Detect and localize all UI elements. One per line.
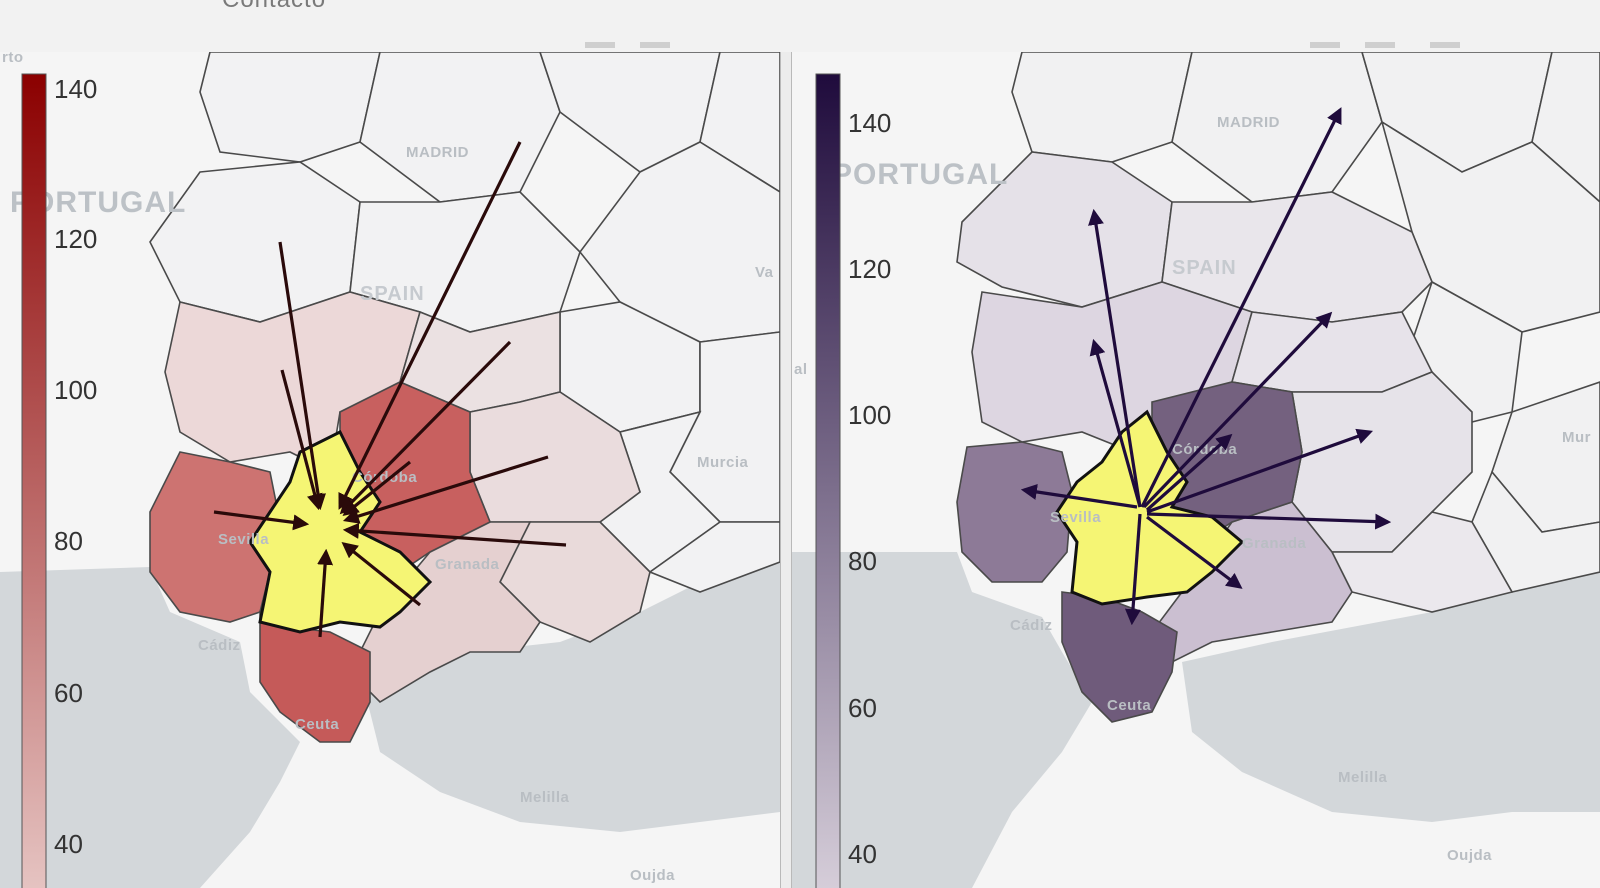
label-melilla: Melilla [520, 789, 570, 806]
panel-divider[interactable] [780, 52, 792, 888]
toolbar-mark[interactable] [1310, 42, 1340, 48]
colorbar-tick: 60 [848, 693, 877, 723]
flow-arrow [342, 455, 549, 524]
choropleth-map-left[interactable]: PORTUGAL MADRID SPAIN Córdoba Sevilla Gr… [0, 52, 780, 888]
colorbar-tick: 100 [54, 375, 97, 405]
label-murcia: Murcia [697, 454, 749, 471]
toolbar-mark[interactable] [585, 42, 615, 48]
flow-arrow [1140, 107, 1342, 508]
label-melilla: Melilla [1338, 769, 1388, 786]
province-outline [648, 521, 780, 593]
province-huelva [956, 441, 1073, 583]
map-panel-left[interactable]: PORTUGAL MADRID SPAIN Córdoba Sevilla Gr… [0, 52, 780, 888]
label-sevilla: Sevilla [218, 531, 269, 548]
colorbar-gradient [815, 73, 841, 888]
flow-arrow [1145, 433, 1233, 512]
label-granada: Granada [1242, 535, 1307, 552]
label-granada: Granada [435, 556, 500, 573]
label-cadiz: Cádiz [198, 637, 241, 654]
flow-arrow [1124, 513, 1142, 626]
label-sevilla: Sevilla [1050, 509, 1101, 526]
flow-arrow [280, 369, 323, 511]
flow-arrow [1020, 483, 1138, 509]
label-spain: SPAIN [1172, 257, 1237, 279]
label-portugal: PORTUGAL [832, 158, 1008, 191]
colorbar-tick: 140 [54, 74, 97, 104]
toolbar-mark[interactable] [1430, 42, 1460, 48]
colorbar-tick: 60 [54, 678, 83, 708]
colorbar-tick: 140 [848, 108, 891, 138]
background-provinces [149, 52, 780, 593]
label-oujda: Oujda [1447, 847, 1492, 864]
flow-arrow [1142, 311, 1333, 509]
colorbar-gradient [21, 73, 47, 888]
label-murcia-cut: Mur [1562, 429, 1591, 446]
label-valencia: Va [755, 264, 774, 281]
label-spain: SPAIN [360, 283, 425, 305]
flow-arrow [278, 241, 326, 511]
toolbar-mark[interactable] [640, 42, 670, 48]
colorbar-tick: 40 [848, 839, 877, 869]
atlantic-sea [0, 567, 300, 888]
mediterranean-sea [360, 557, 780, 832]
label-madrid: MADRID [406, 144, 469, 161]
colorbar-tick: 80 [848, 546, 877, 576]
mediterranean-sea [1182, 572, 1600, 822]
colorbar-tick: 120 [54, 224, 97, 254]
flow-arrow [1089, 338, 1142, 508]
flow-arrows-right [1020, 107, 1392, 626]
flow-arrow [1088, 208, 1142, 508]
label-madrid: MADRID [1217, 114, 1280, 131]
flow-arrow [341, 541, 422, 607]
province-outline [1531, 52, 1600, 204]
flow-arrow [342, 522, 567, 547]
label-ceuta: Ceuta [1107, 697, 1151, 714]
label-ceuta: Ceuta [295, 716, 339, 733]
province-granada [1151, 501, 1353, 664]
label-al: al [794, 361, 808, 378]
colorbar-tick: 100 [848, 400, 891, 430]
label-cordoba: Córdoba [352, 469, 417, 486]
flow-arrow [342, 460, 411, 516]
colorbar-left: 140 120 100 80 60 40 [21, 73, 97, 888]
flow-arrow [317, 548, 334, 638]
colorbar-tick: 80 [54, 526, 83, 556]
flow-arrow [1146, 515, 1243, 589]
flow-arrow [1146, 512, 1392, 530]
flow-arrow [339, 340, 512, 515]
province-cadiz [1061, 591, 1178, 723]
colorbar-tick: 120 [848, 254, 891, 284]
flow-arrow [1146, 428, 1374, 514]
province-outline [699, 52, 780, 193]
map-panel-right[interactable]: PORTUGAL MADRID SPAIN Córdoba Sevilla Gr… [792, 52, 1600, 888]
label-cadiz: Cádiz [1010, 617, 1053, 634]
colorbar-right: 140 120 100 80 60 40 [815, 73, 891, 888]
choropleth-map-right[interactable]: PORTUGAL MADRID SPAIN Córdoba Sevilla Gr… [792, 52, 1600, 888]
toolbar-mark[interactable] [1365, 42, 1395, 48]
page-title: Contacto [222, 0, 326, 14]
flow-arrows-left [213, 141, 567, 638]
colorbar-tick: 40 [54, 829, 83, 859]
province-almeria [1330, 511, 1514, 613]
label-oujda: Oujda [630, 867, 675, 884]
page-header: Contacto [0, 0, 1600, 52]
flow-arrow [338, 141, 522, 510]
province-ciudad-real [1230, 311, 1434, 393]
label-porto: rto [2, 52, 24, 66]
atlantic-sea [792, 552, 1092, 888]
flow-arrow [213, 510, 310, 531]
